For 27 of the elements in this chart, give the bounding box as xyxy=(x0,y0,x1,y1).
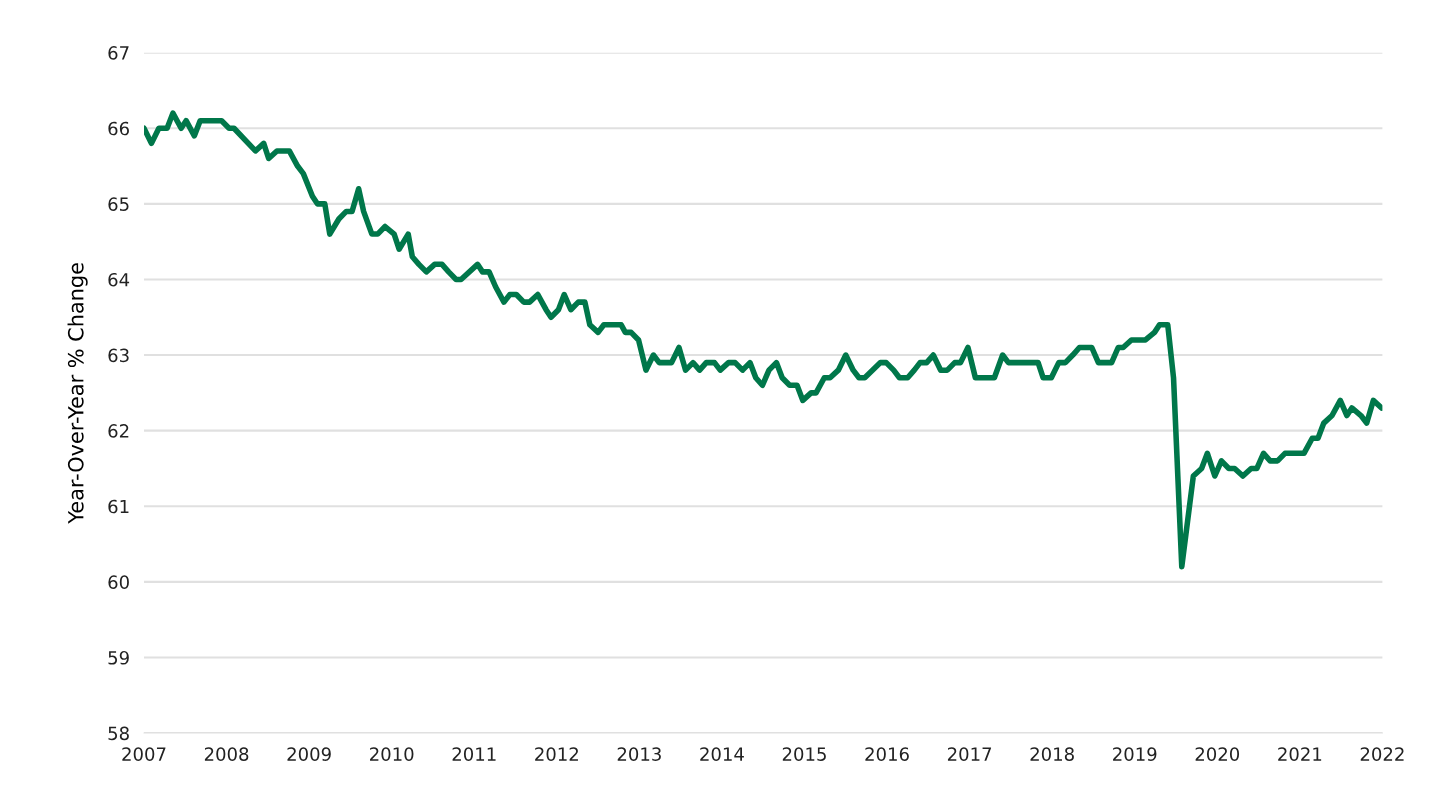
y-tick-label: 65 xyxy=(108,197,129,211)
y-tick-label: 66 xyxy=(108,121,129,136)
x-tick-label: 2018 xyxy=(1030,747,1074,761)
x-tick-label: 2011 xyxy=(452,747,496,761)
y-tick-label: 67 xyxy=(108,46,129,60)
y-axis-title: Year-Over-Year % Change xyxy=(67,263,88,524)
x-tick-label: 2007 xyxy=(122,747,166,761)
x-tick-label: 2008 xyxy=(204,747,249,761)
x-tick-label: 2012 xyxy=(535,747,578,761)
x-tick-label: 2022 xyxy=(1360,747,1404,761)
x-tick-label: 2017 xyxy=(947,747,992,761)
y-tick-label: 59 xyxy=(108,650,129,665)
x-tick-label: 2016 xyxy=(865,747,909,761)
x-tick-label: 2015 xyxy=(782,747,826,761)
x-tick-label: 2019 xyxy=(1113,747,1157,761)
x-tick-label: 2009 xyxy=(287,747,331,761)
y-tick-label: 60 xyxy=(108,575,129,589)
y-tick-label: 63 xyxy=(108,348,129,363)
x-tick-label: 2021 xyxy=(1278,747,1322,761)
x-tick-label: 2013 xyxy=(617,747,661,761)
y-tick-label: 61 xyxy=(108,499,129,514)
y-tick-label: 58 xyxy=(108,726,129,741)
y-tick-label: 62 xyxy=(108,424,129,438)
y-tick-label: 64 xyxy=(108,272,130,287)
x-tick-label: 2020 xyxy=(1195,747,1240,761)
x-tick-label: 2014 xyxy=(700,747,744,761)
x-tick-label: 2010 xyxy=(370,747,414,761)
